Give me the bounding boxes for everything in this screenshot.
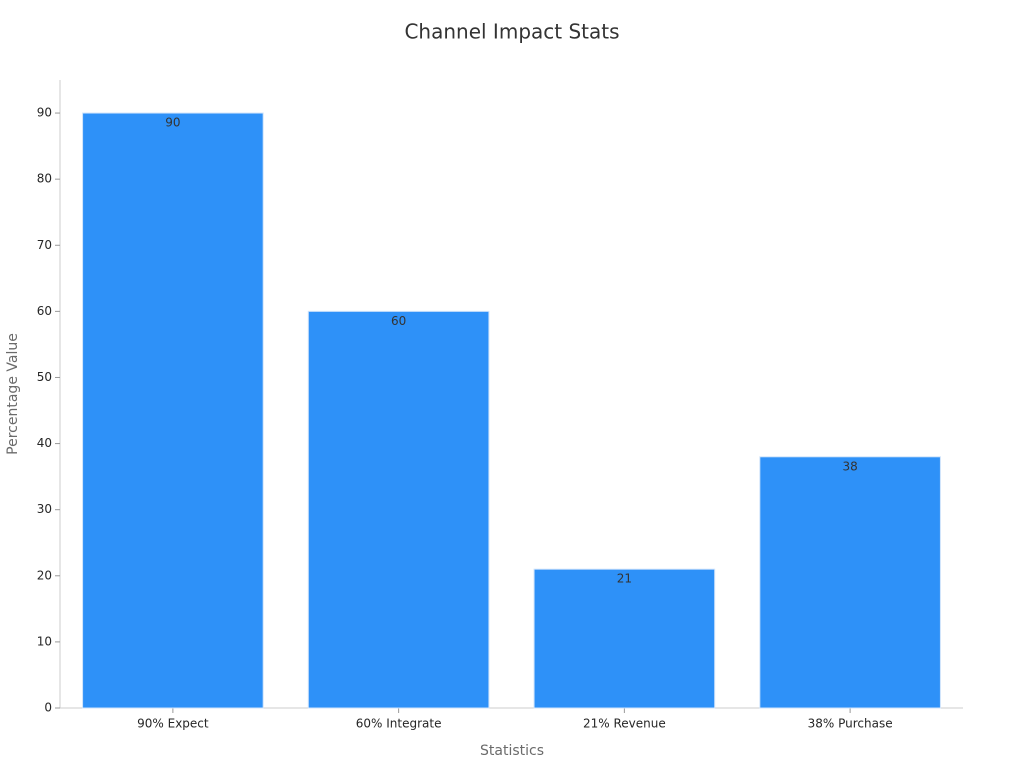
y-axis-label: Percentage Value [5, 333, 21, 455]
value-label: 60 [391, 314, 406, 328]
y-tick-label: 90 [37, 106, 52, 120]
y-tick-label: 10 [37, 634, 52, 648]
x-tick-label: 21% Revenue [583, 717, 666, 731]
y-tick-label: 70 [37, 238, 52, 252]
y-tick-label: 30 [37, 502, 52, 516]
y-tick-label: 40 [37, 436, 52, 450]
bar [759, 456, 941, 709]
y-tick-label: 0 [44, 701, 52, 715]
bar [533, 568, 716, 709]
bar [307, 310, 490, 709]
y-tick-label: 60 [37, 304, 52, 318]
y-tick-label: 80 [37, 172, 52, 186]
x-tick-label: 90% Expect [137, 717, 209, 731]
x-tick-label: 60% Integrate [356, 717, 442, 731]
value-label: 21 [617, 572, 632, 586]
value-label: 90 [165, 116, 180, 130]
chart-title: Channel Impact Stats [404, 20, 619, 44]
y-tick-label: 50 [37, 370, 52, 384]
bar [82, 112, 264, 709]
x-tick-label: 38% Purchase [808, 717, 893, 731]
x-axis-label: Statistics [480, 743, 544, 759]
y-tick-label: 20 [37, 568, 52, 582]
value-label: 38 [842, 459, 857, 473]
